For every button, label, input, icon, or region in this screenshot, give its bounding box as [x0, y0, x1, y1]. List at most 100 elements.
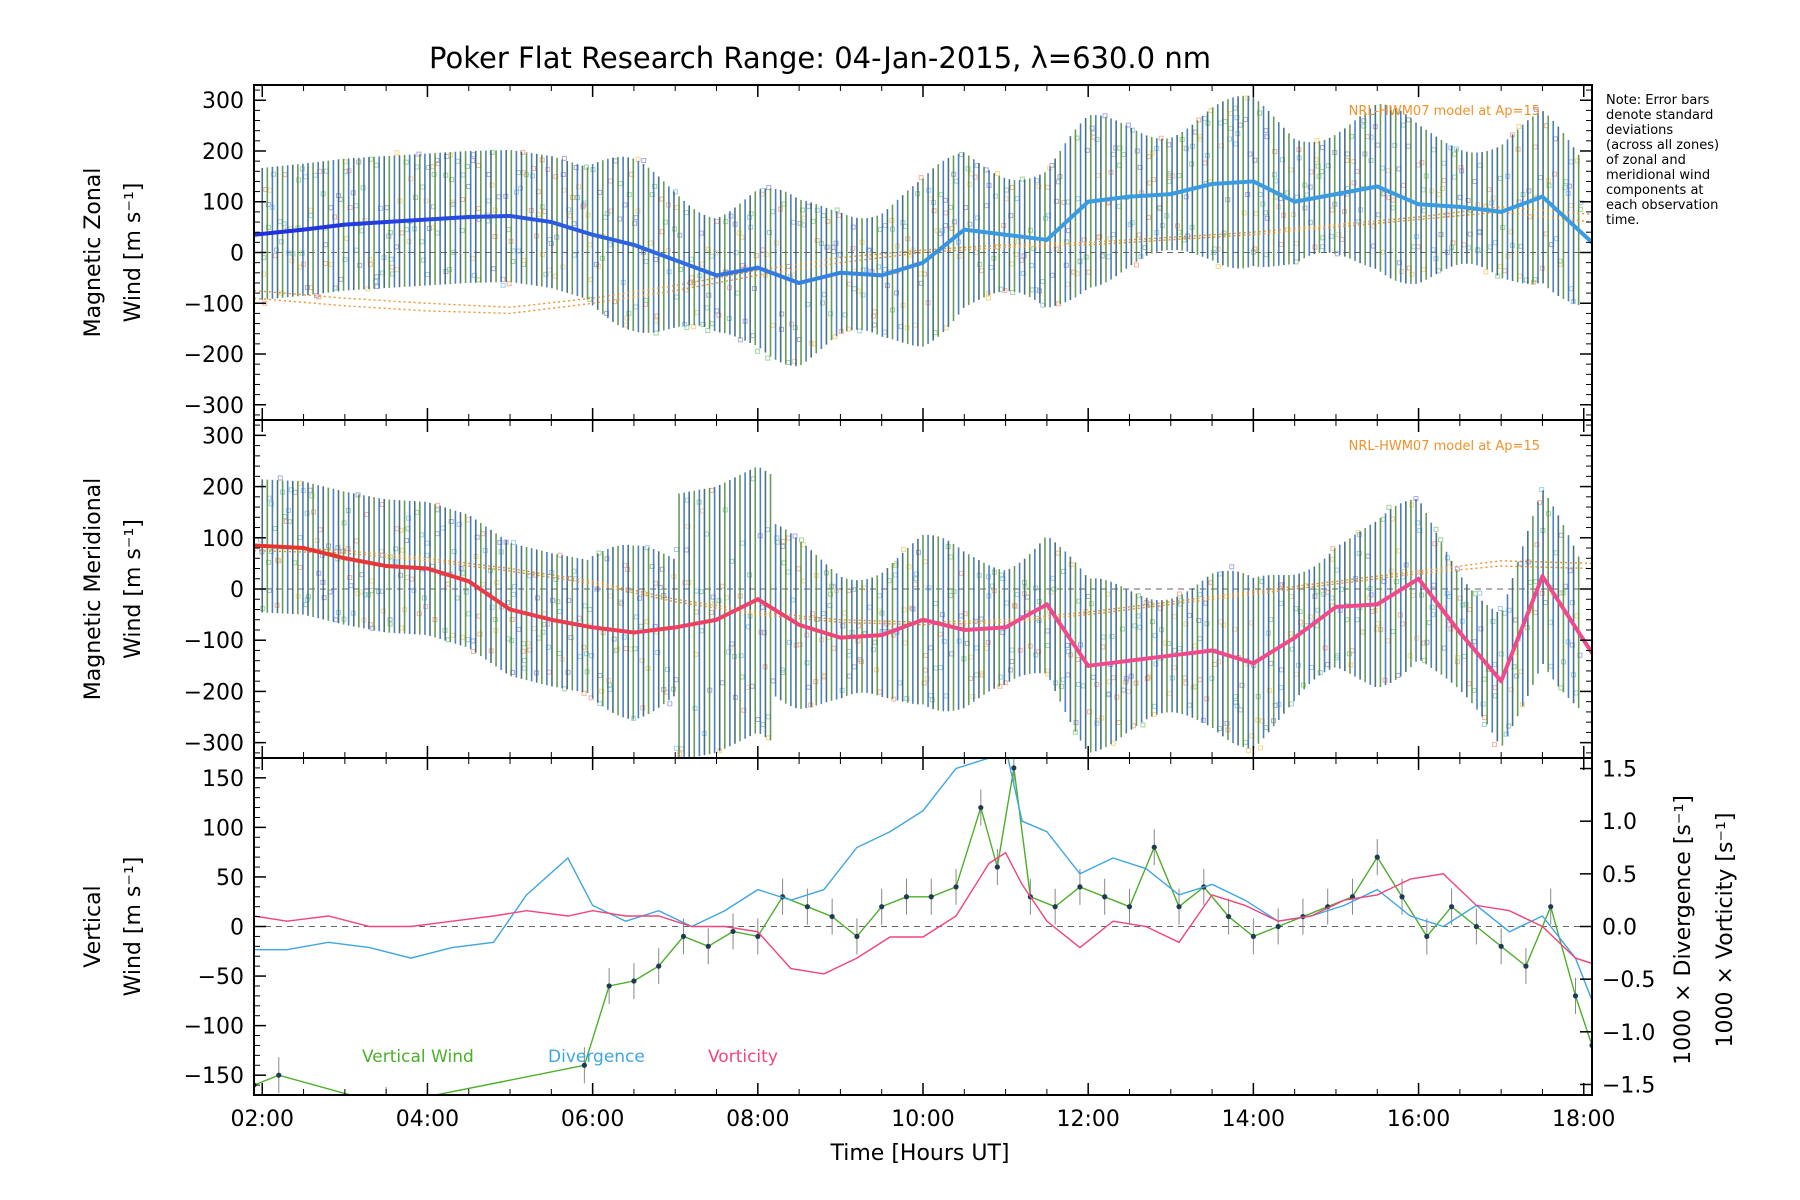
scatter-point [546, 267, 552, 273]
data-point [730, 928, 736, 935]
series-segment [1003, 232, 1049, 242]
scatter-point [1263, 128, 1269, 134]
series-segment [797, 622, 843, 640]
scatter-point [1533, 579, 1539, 585]
series-segment [466, 213, 513, 219]
error-bars-zonal [261, 95, 1580, 367]
scatter-point [738, 653, 744, 659]
scatter-point [446, 267, 452, 273]
scatter-point [543, 271, 549, 277]
scatter-point [1209, 675, 1215, 681]
right-tick-label: 0.0 [1602, 916, 1637, 941]
scatter-point [1385, 168, 1391, 174]
series-segment [1251, 635, 1297, 666]
scatter-point [272, 525, 278, 531]
scatter-point [948, 554, 954, 560]
x-axis-ticks-zonal [261, 85, 1585, 420]
note-line: of zonal and [1606, 153, 1686, 168]
y-axis-label-vertical-line1: Vertical [81, 885, 106, 967]
scatter-point [360, 185, 366, 191]
y-tick-label: −150 [184, 1064, 244, 1089]
scatter-point [967, 181, 973, 187]
scatter-point [1517, 273, 1523, 279]
scatter-point [836, 212, 842, 218]
scatter-point [429, 224, 435, 230]
scatter-point [1063, 262, 1069, 268]
scatter-point [296, 177, 302, 183]
scatter-point [1182, 675, 1188, 681]
series-segment [1499, 194, 1545, 214]
scatter-point [1533, 106, 1539, 112]
scatter-point [389, 264, 395, 270]
scatter-point [684, 547, 690, 553]
scatter-point [557, 552, 563, 558]
scatter-point [719, 680, 725, 686]
x-tick-label: 04:00 [396, 1107, 459, 1132]
scatter-point [354, 538, 360, 544]
scatter-point [1257, 110, 1263, 116]
series-segment [921, 617, 967, 632]
series-segment [755, 597, 802, 627]
data-point [879, 904, 885, 910]
note-line: Note: Error bars [1606, 93, 1710, 108]
scatter-point [583, 164, 589, 170]
scatter-point [1217, 571, 1223, 577]
series-segment [254, 543, 306, 551]
scatter-point [1438, 537, 1444, 543]
scatter-point [545, 166, 551, 172]
scatter-point [1461, 653, 1467, 659]
scatter-point [420, 184, 426, 190]
scatter-point [765, 714, 771, 720]
scatter-point [1090, 130, 1096, 136]
scatter-point [1222, 119, 1228, 125]
scatter-point [1241, 210, 1247, 216]
scatter-point [643, 297, 649, 303]
scatter-point [1243, 116, 1249, 122]
scatter-point [1192, 643, 1198, 649]
series-segment [1003, 602, 1049, 630]
data-point [1052, 904, 1058, 910]
scatter-point [933, 600, 939, 606]
series-segment [508, 213, 554, 225]
legend-item: Vorticity [708, 1047, 778, 1067]
scatter-point [785, 569, 791, 575]
scatter-point [274, 247, 280, 253]
scatter-point [516, 626, 522, 632]
scatter-point [531, 626, 537, 632]
scatter-point [1375, 621, 1381, 627]
data-point [606, 983, 612, 989]
scatter-point [1268, 660, 1274, 666]
scatter-point [316, 294, 322, 300]
series-line-vorticity [254, 851, 1592, 975]
scatter-point [941, 638, 947, 644]
scatter-point [653, 330, 659, 336]
data-point [1498, 943, 1504, 949]
model-curve [254, 211, 1592, 315]
series-segment [466, 579, 513, 612]
scatter-point [399, 230, 405, 236]
scatter-point [323, 261, 329, 267]
series-segment [1292, 192, 1338, 204]
scatter-point [1441, 177, 1447, 183]
y-tick-label: −200 [184, 680, 244, 705]
data-point [705, 943, 711, 949]
scatter-point [985, 639, 991, 645]
scatter-point [1460, 602, 1466, 608]
scatter-point [394, 267, 400, 273]
y-axis-label-meridional-line2: Wind [m s⁻¹] [121, 519, 146, 659]
y-tick-label: 100 [202, 191, 244, 216]
data-point [978, 804, 984, 811]
x-tick-label: 10:00 [891, 1107, 954, 1132]
series-segment [1333, 184, 1380, 197]
data-point [1176, 904, 1182, 910]
scatter-point [1392, 142, 1398, 148]
scatter-point [877, 593, 883, 599]
scatter-point [547, 236, 553, 242]
scatter-point [1121, 152, 1127, 158]
series-line-divergence [254, 758, 1592, 1001]
scatter-point [536, 635, 542, 641]
scatter-point [1477, 590, 1483, 596]
scatter-point [440, 525, 446, 531]
scatter-point [799, 537, 805, 543]
scatter-point [1563, 179, 1569, 185]
